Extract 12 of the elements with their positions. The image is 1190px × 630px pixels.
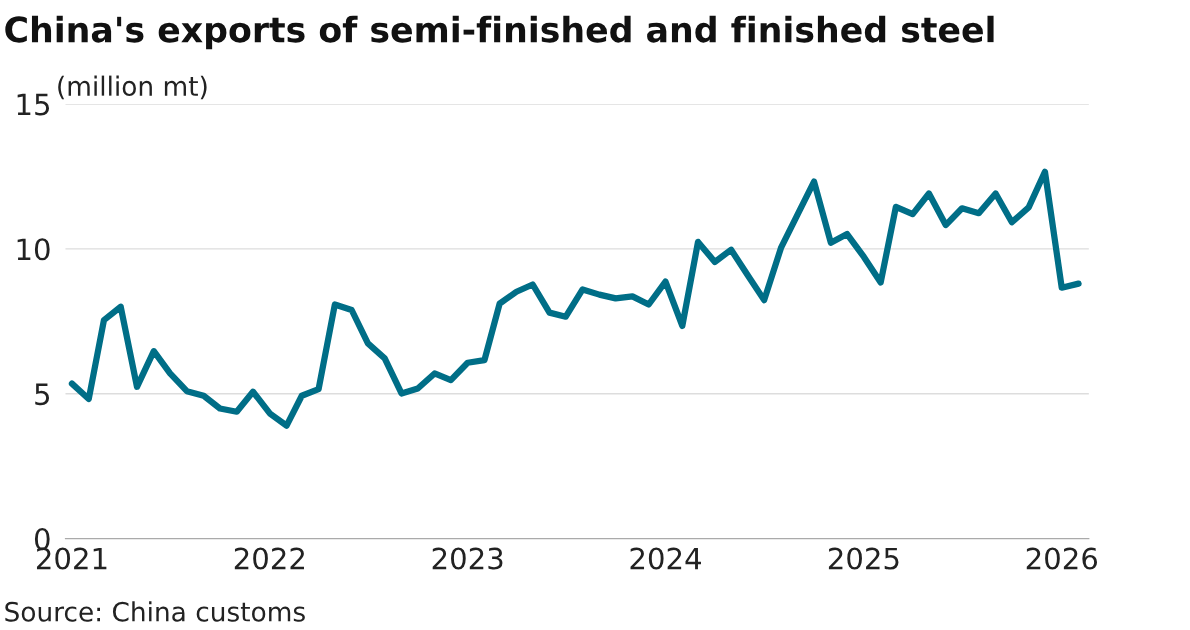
- x-tick-label: 2022: [234, 547, 304, 570]
- y-tick-label: 5: [35, 383, 50, 406]
- x-tick-label: 2021: [36, 547, 107, 570]
- x-tick-label: 2025: [828, 547, 899, 570]
- y-axis-title: (million mt): [58, 75, 207, 100]
- source-note: Source: China customs: [5, 601, 305, 622]
- x-tick-label: 2023: [432, 547, 503, 570]
- y-tick-label: 10: [17, 238, 50, 261]
- x-tick-label: 2026: [1026, 547, 1098, 570]
- x-tick-label: 2024: [630, 547, 701, 570]
- chart-title: China's exports of semi-finished and finished steel: [5, 15, 994, 50]
- y-tick-label: 15: [17, 93, 50, 116]
